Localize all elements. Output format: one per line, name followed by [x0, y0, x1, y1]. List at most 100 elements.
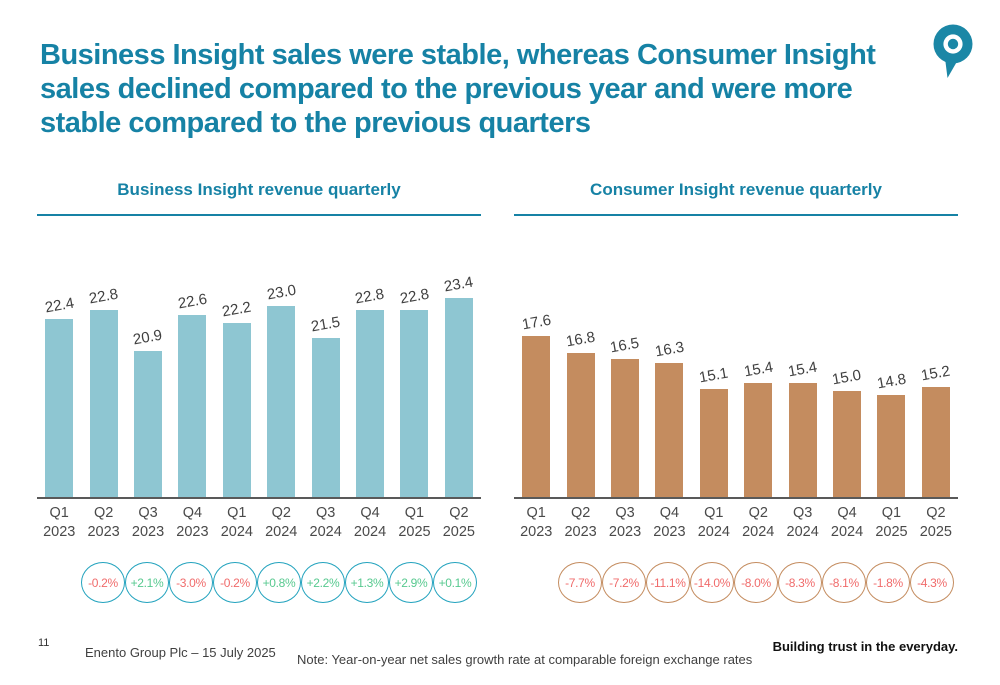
- quarter-label: Q1: [227, 505, 247, 521]
- bar-value-label: 15.1: [697, 364, 730, 387]
- bar-value-label: 22.6: [176, 290, 209, 313]
- x-axis-labels: Q1 2023 Q2 2023 Q3 2023 Q4 2023 Q1 2024 Q2 2024 Q3 20…: [37, 504, 481, 542]
- bar-value-label: 22.2: [220, 298, 253, 321]
- year-label: 2023: [87, 524, 120, 540]
- bar: [134, 350, 163, 497]
- quarter-label: Q2: [271, 505, 291, 521]
- bar-slot: 23.4: [437, 273, 481, 497]
- bar-slot: 22.2: [215, 298, 259, 497]
- page-title-line-3: stable compared to the previous quarters: [40, 107, 591, 139]
- bar: [400, 310, 429, 497]
- bar: [877, 395, 906, 497]
- growth-rate-oval: +2.1%: [125, 562, 169, 603]
- quarter-label: Q3: [138, 505, 158, 521]
- bar-slot: 15.1: [692, 364, 736, 497]
- bar-slot: 15.0: [825, 367, 869, 497]
- x-axis-label: Q4 2023: [647, 504, 691, 542]
- x-axis-label: Q2 2024: [259, 504, 303, 542]
- x-axis-label: Q4 2024: [348, 504, 392, 542]
- bar-value-label: 16.5: [609, 334, 641, 357]
- bar: [267, 306, 296, 497]
- x-axis-label: Q3 2023: [126, 504, 170, 542]
- quarter-label: Q1: [404, 505, 425, 521]
- bar: [921, 386, 950, 497]
- quarter-label: Q1: [881, 505, 902, 521]
- bar-slot: 20.9: [126, 326, 170, 497]
- growth-rate-oval: -8.1%: [822, 562, 866, 603]
- x-axis-label: Q2 2025: [914, 504, 958, 542]
- quarter-label: Q4: [837, 505, 857, 521]
- x-axis-label: Q1 2024: [215, 504, 259, 542]
- growth-rate-oval: -11.1%: [646, 562, 690, 603]
- year-label: 2023: [43, 524, 76, 540]
- year-label: 2024: [697, 524, 730, 540]
- x-axis-label: Q1 2023: [514, 504, 558, 542]
- year-label: 2023: [608, 524, 642, 540]
- bar: [178, 314, 207, 497]
- quarter-label: Q2: [926, 505, 946, 521]
- quarter-label: Q2: [449, 505, 469, 521]
- x-axis-label: Q1 2024: [692, 504, 736, 542]
- year-label: 2023: [564, 524, 597, 540]
- consumer-insight-chart: Consumer Insight revenue quarterly 17.6 1…: [514, 180, 958, 603]
- growth-rate-ovals: -0.2% +2.1% -3.0% -0.2% +0.8% +2.2% +1.3% +2.9%…: [81, 562, 481, 603]
- growth-rate-oval: -7.2%: [602, 562, 646, 603]
- bar: [566, 352, 595, 497]
- bar-value-label: 17.6: [520, 311, 553, 334]
- growth-rate-oval: +0.8%: [257, 562, 301, 603]
- bar-slot: 22.4: [37, 294, 81, 497]
- growth-rate-oval: -8.3%: [778, 562, 822, 603]
- x-axis-label: Q3 2023: [603, 504, 647, 542]
- year-label: 2025: [442, 524, 475, 540]
- bar-value-label: 15.4: [742, 358, 775, 380]
- year-label: 2024: [830, 524, 864, 540]
- x-axis-label: Q1 2025: [869, 504, 913, 542]
- page-title-line-2: sales declined compared to the previous …: [40, 73, 853, 105]
- business-insight-chart: Business Insight revenue quarterly 22.4 2…: [37, 180, 481, 603]
- chart-title: Consumer Insight revenue quarterly: [590, 180, 882, 199]
- quarter-label: Q4: [659, 505, 680, 521]
- footer-company-date: Enento Group Plc – 15 July 2025: [85, 645, 276, 660]
- year-label: 2023: [176, 524, 209, 540]
- quarter-label: Q4: [360, 505, 380, 521]
- bar-value-label: 16.8: [564, 328, 597, 351]
- bar-slot: 16.3: [647, 339, 691, 497]
- bar-value-label: 22.8: [398, 285, 431, 308]
- bar-slot: 14.8: [869, 371, 913, 497]
- growth-rate-oval: +1.3%: [345, 562, 389, 603]
- bar-slot: 23.0: [259, 281, 303, 497]
- page-title-line-1: Business Insight sales were stable, wher…: [40, 39, 876, 71]
- bar-value-label: 22.8: [87, 285, 120, 308]
- quarter-label: Q1: [49, 505, 69, 521]
- quarter-label: Q2: [93, 505, 114, 521]
- bar-plot: 22.4 22.8 20.9 22.6 22.2 23.0 21.5 22.8 22.8 23.4: [37, 273, 481, 497]
- footer-tagline: Building trust in the everyday.: [772, 639, 958, 654]
- quarter-label: Q1: [526, 505, 546, 521]
- year-label: 2024: [309, 524, 342, 540]
- bar-value-label: 23.0: [265, 281, 298, 304]
- year-label: 2023: [131, 524, 165, 540]
- growth-rate-oval: -4.3%: [910, 562, 954, 603]
- quarter-label: Q3: [315, 505, 336, 521]
- growth-rate-oval: +0.1%: [433, 562, 477, 603]
- bar-slot: 15.4: [780, 358, 824, 497]
- year-label: 2024: [265, 524, 298, 540]
- bar: [45, 318, 74, 497]
- bar: [444, 297, 473, 497]
- bar: [522, 335, 551, 497]
- bar: [356, 310, 385, 497]
- enento-pin-logo-icon: [933, 24, 973, 82]
- year-label: 2025: [919, 524, 952, 540]
- bar-value-label: 23.4: [442, 273, 475, 296]
- bar-value-label: 21.5: [309, 313, 342, 336]
- quarter-label: Q2: [748, 505, 768, 521]
- growth-rate-ovals: -7.7% -7.2% -11.1% -14.0% -8.0% -8.3% -8.1% -1.…: [558, 562, 958, 603]
- growth-rate-oval: -8.0%: [734, 562, 778, 603]
- growth-rate-oval: -3.0%: [169, 562, 213, 603]
- x-axis-label: Q2 2023: [81, 504, 125, 542]
- bar-slot: 15.4: [736, 358, 780, 497]
- growth-rate-oval: -1.8%: [866, 562, 910, 603]
- bar: [655, 363, 684, 497]
- bar: [222, 323, 251, 497]
- quarter-label: Q4: [182, 505, 203, 521]
